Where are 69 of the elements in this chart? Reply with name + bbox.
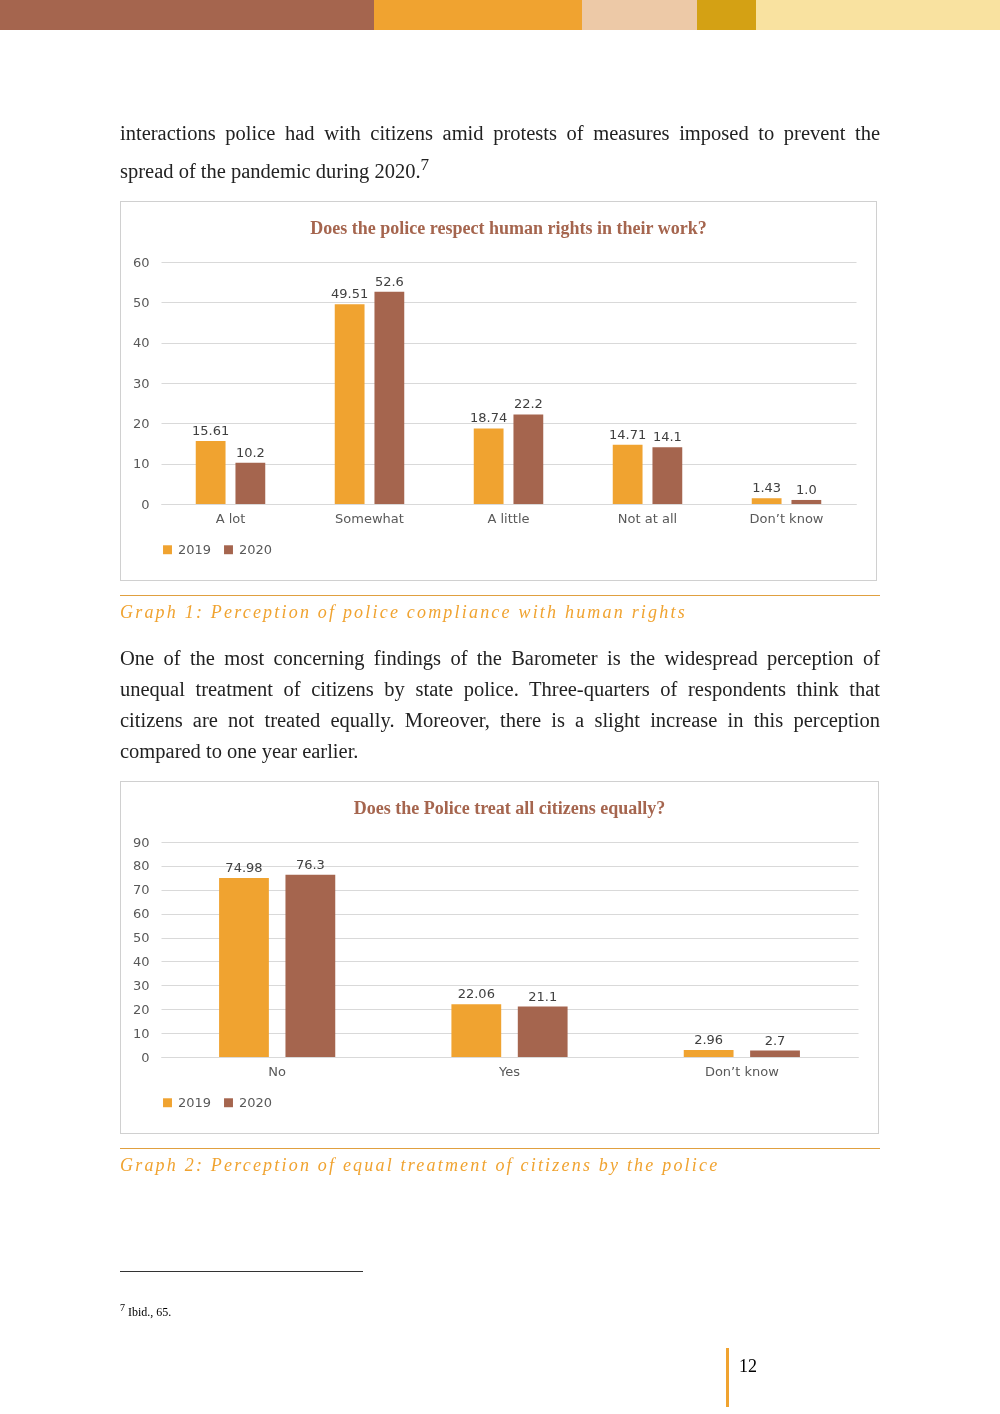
legend-label: 2019 bbox=[178, 541, 212, 557]
x-tick-label: Yes bbox=[498, 1063, 521, 1079]
y-tick-label: 40 bbox=[132, 334, 150, 350]
y-tick-label: 30 bbox=[132, 375, 150, 391]
y-tick-label: 80 bbox=[132, 858, 150, 874]
data-label: 1.0 bbox=[796, 481, 817, 497]
data-label: 15.61 bbox=[192, 422, 230, 438]
text: One of the most concerning findings of the Barometer is the widespread perception of unequal treatment of citizens by state police. Three-quarters of respondents think that citizens are not treated equally. Moreover, there is a slight increase in this perception compared to one year earlier. bbox=[120, 645, 880, 765]
caption: Graph 2: Perception of equal treatment of citizens by the police bbox=[120, 1147, 880, 1176]
y-tick-label: 60 bbox=[132, 905, 150, 921]
x-tick-label: A little bbox=[487, 510, 530, 526]
text: interactions police had with citizens amid protests of measures imposed to prevent the spread of the pandemic during 2020.$^{7}$ bbox=[120, 121, 880, 185]
bar bbox=[219, 877, 269, 1057]
data-label: 74.98 bbox=[225, 859, 263, 875]
legend-label: 2020 bbox=[239, 1094, 273, 1110]
x-tick-label: Somewhat bbox=[335, 510, 404, 526]
bar bbox=[235, 462, 266, 504]
bar bbox=[683, 1049, 734, 1057]
y-tick-label: 10 bbox=[132, 455, 150, 471]
y-tick-label: 60 bbox=[132, 254, 150, 270]
data-label: 49.51 bbox=[331, 286, 369, 302]
bar bbox=[473, 428, 504, 504]
y-tick-label: 30 bbox=[132, 977, 150, 993]
data-label: 14.1 bbox=[652, 428, 682, 444]
data-label: 2.96 bbox=[694, 1031, 724, 1047]
y-tick-label: 0 bbox=[141, 496, 150, 512]
data-label: 76.3 bbox=[295, 856, 325, 872]
bar bbox=[791, 499, 822, 504]
data-label: 22.2 bbox=[513, 396, 543, 412]
y-tick-label: 70 bbox=[132, 882, 150, 898]
bar bbox=[751, 498, 782, 504]
bar bbox=[750, 1050, 800, 1057]
text: 12 bbox=[726, 1348, 767, 1407]
x-tick-label: Not at all bbox=[617, 510, 678, 526]
y-tick-label: 10 bbox=[132, 1025, 150, 1041]
data-label: 10.2 bbox=[235, 444, 265, 460]
bar bbox=[374, 291, 405, 504]
bar bbox=[513, 414, 544, 504]
caption: Graph 1: Perception of police compliance with human rights bbox=[120, 594, 880, 623]
x-tick-label: A lot bbox=[215, 510, 246, 526]
bar bbox=[195, 440, 226, 504]
chart-title: Does the Police treat all citizens equally? bbox=[353, 797, 666, 818]
y-tick-label: 0 bbox=[141, 1049, 150, 1065]
bar bbox=[517, 1006, 568, 1057]
y-tick-label: 50 bbox=[132, 929, 150, 945]
bar bbox=[652, 446, 683, 504]
bar bbox=[285, 874, 336, 1057]
y-tick-label: 20 bbox=[132, 415, 150, 431]
data-label: 14.71 bbox=[609, 426, 647, 442]
legend-label: 2020 bbox=[239, 541, 273, 557]
data-label: 52.6 bbox=[374, 273, 404, 289]
bar bbox=[451, 1004, 502, 1057]
bar bbox=[334, 304, 365, 504]
data-label: 21.1 bbox=[528, 988, 558, 1004]
y-tick-label: 40 bbox=[132, 953, 150, 969]
data-label: 18.74 bbox=[470, 410, 508, 426]
y-tick-label: 20 bbox=[132, 1001, 150, 1017]
x-tick-label: Don’t know bbox=[749, 510, 824, 526]
data-label: 22.06 bbox=[457, 986, 495, 1002]
y-tick-label: 50 bbox=[132, 294, 150, 310]
text: $^{7}$ Ibid., 65. bbox=[120, 1270, 363, 1320]
x-tick-label: Don’t know bbox=[704, 1063, 780, 1079]
legend-label: 2019 bbox=[178, 1094, 212, 1110]
bar bbox=[612, 444, 643, 504]
data-label: 1.43 bbox=[752, 480, 782, 496]
data-label: 2.7 bbox=[764, 1032, 786, 1048]
x-tick-label: No bbox=[268, 1063, 287, 1079]
chart-title: Does the police respect human rights in their work? bbox=[310, 217, 707, 238]
y-tick-label: 90 bbox=[132, 834, 150, 850]
